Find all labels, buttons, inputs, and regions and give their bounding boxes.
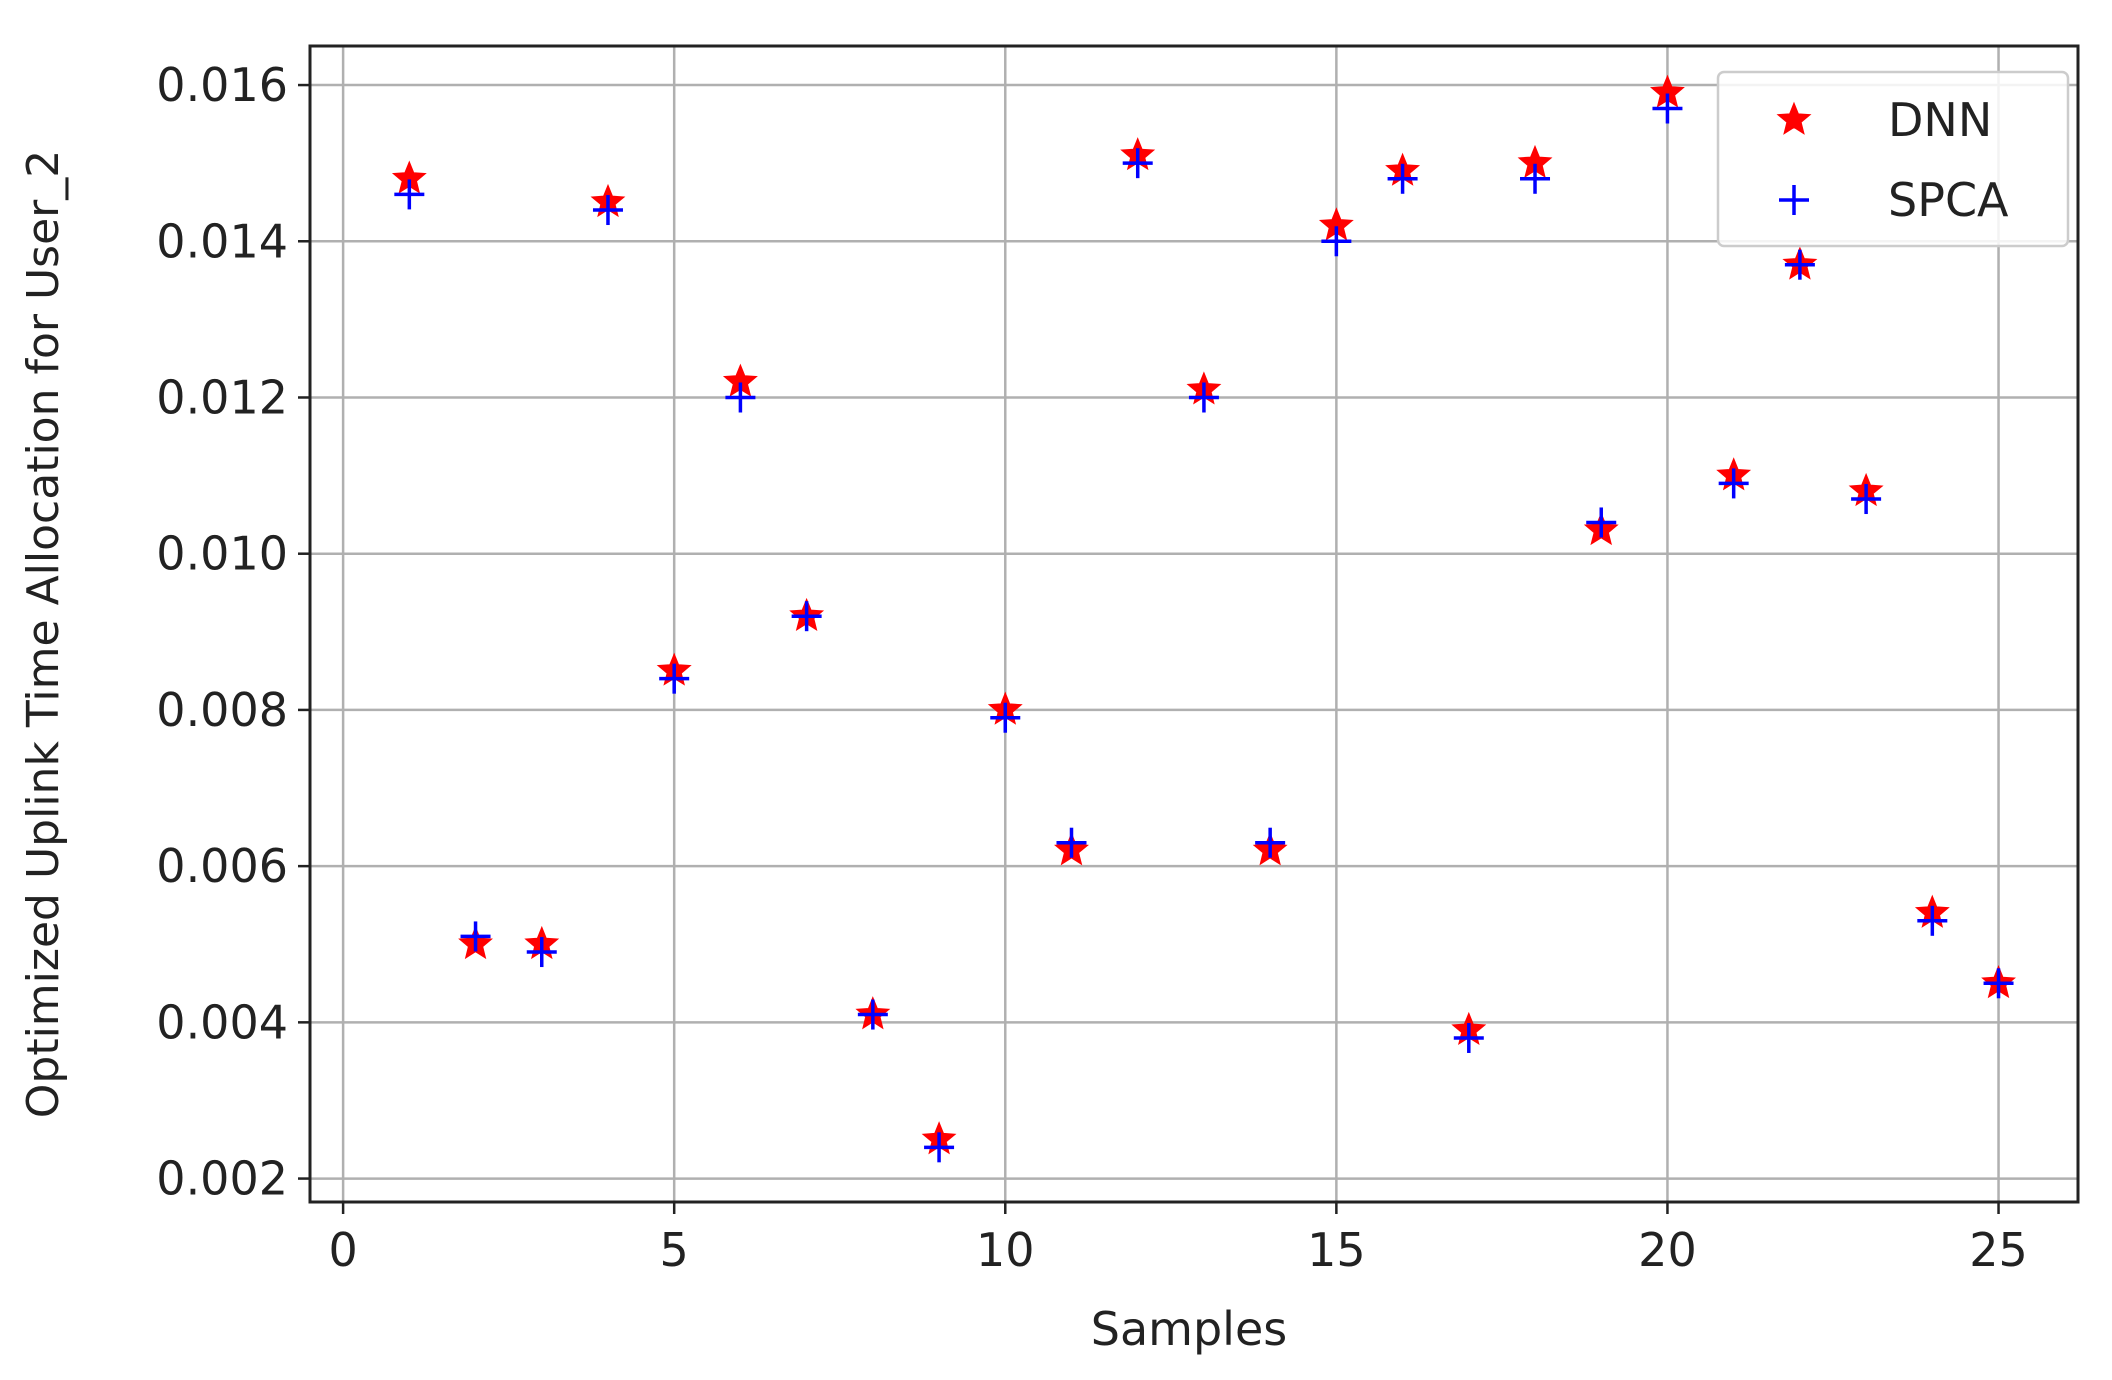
- spca-point: [990, 702, 1021, 733]
- spca-point: [1453, 1022, 1484, 1053]
- spca-point: [1387, 163, 1418, 194]
- legend-spca-label: SPCA: [1888, 173, 2009, 227]
- spca-point: [791, 601, 822, 632]
- y-tick-label: 0.012: [156, 370, 288, 424]
- spca-point: [1520, 163, 1551, 194]
- x-tick-label: 10: [976, 1223, 1035, 1277]
- legend-dnn-marker: [1776, 101, 1812, 135]
- spca-point: [1188, 382, 1219, 413]
- y-tick-label: 0.004: [156, 995, 288, 1049]
- spca-point: [1983, 968, 2014, 999]
- data-marks: [391, 74, 2016, 1163]
- spca-point: [1917, 905, 1948, 936]
- y-tick-label: 0.010: [156, 527, 288, 581]
- spca-point: [460, 921, 491, 952]
- x-tick-label: 5: [660, 1223, 689, 1277]
- x-tick-label: 15: [1307, 1223, 1366, 1277]
- x-tick-label: 0: [328, 1223, 357, 1277]
- spca-point: [857, 999, 888, 1030]
- legend-spca-marker: [1779, 185, 1809, 215]
- x-tick-label: 20: [1638, 1223, 1697, 1277]
- y-tick-label: 0.016: [156, 58, 288, 112]
- spca-point: [725, 382, 756, 413]
- x-tick-label: 25: [1969, 1223, 2028, 1277]
- spca-point: [1056, 827, 1087, 858]
- spca-point: [1122, 148, 1153, 179]
- spca-point: [1255, 827, 1286, 858]
- x-axis-label: Samples: [1091, 1302, 1287, 1356]
- spca-point: [924, 1132, 955, 1163]
- spca-point: [1586, 507, 1617, 538]
- spca-point: [1321, 226, 1352, 257]
- legend-dnn-label: DNN: [1888, 93, 1992, 147]
- spca-point: [1652, 93, 1683, 124]
- spca-point: [1851, 484, 1882, 515]
- spca-point: [592, 195, 623, 226]
- y-axis-label: Optimized Uplink Time Allocation for Use…: [18, 150, 69, 1118]
- plot-frame: [308, 44, 2080, 1204]
- spca-point: [526, 937, 557, 968]
- spca-point: [1718, 468, 1749, 499]
- axes: 0 5 10 15 20 25 0.002 0.004 0.006 0.008 0.010 0.012…: [156, 44, 2080, 1277]
- y-tick-label: 0.008: [156, 683, 288, 737]
- spca-point: [1784, 249, 1815, 280]
- y-tick-label: 0.002: [156, 1152, 288, 1206]
- spca-point: [394, 179, 425, 210]
- gridlines: [310, 46, 2078, 1202]
- spca-point: [659, 663, 690, 694]
- legend: DNN SPCA: [1716, 70, 2070, 248]
- y-tick-label: 0.006: [156, 839, 288, 893]
- y-tick-label: 0.014: [156, 214, 288, 268]
